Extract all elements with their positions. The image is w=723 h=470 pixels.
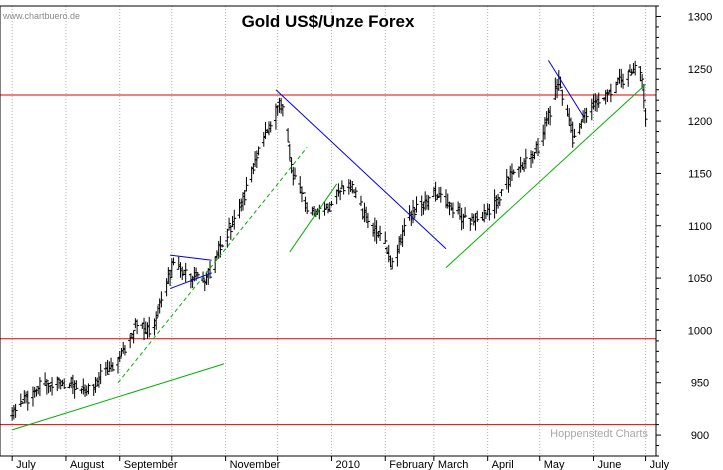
- trend-lines: [11, 60, 646, 431]
- y-tick-label: 1200: [688, 116, 712, 128]
- uptrend-line: [117, 146, 308, 384]
- y-tick-label: 1250: [688, 64, 712, 76]
- chart-title: Gold US$/Unze Forex: [242, 12, 415, 31]
- uptrend-line: [445, 84, 646, 268]
- x-tick-label: February: [389, 459, 434, 470]
- grid-lines: [11, 6, 647, 456]
- price-bars: [10, 60, 648, 421]
- y-tick-label: 1300: [688, 11, 712, 23]
- y-tick-label: 1050: [688, 273, 712, 285]
- y-tick-label: 900: [691, 430, 709, 442]
- downtrend-line: [170, 254, 212, 261]
- x-tick-label: July: [650, 459, 670, 470]
- footer-label: Hoppenstedt Charts: [550, 428, 648, 440]
- x-tick-label: April: [492, 459, 514, 470]
- x-axis: July August September November 2010 February M…: [11, 456, 670, 470]
- x-tick-label: September: [124, 459, 178, 470]
- x-tick-label: 2010: [335, 459, 359, 470]
- x-tick-label: July: [16, 459, 36, 470]
- downtrend-line: [169, 272, 212, 290]
- x-tick-label: August: [70, 459, 104, 470]
- x-tick-label: May: [544, 459, 565, 470]
- plot-frame: [0, 5, 657, 457]
- uptrend-line: [289, 183, 338, 253]
- source-label: www.chartbuero.de: [2, 11, 80, 21]
- y-axis: 900 950 1000 1050 1100 1150 1200 1250 1300: [656, 5, 712, 457]
- y-tick-label: 1000: [688, 325, 712, 337]
- y-tick-label: 1100: [688, 221, 712, 233]
- horizontal-levels: [0, 94, 656, 426]
- y-tick-label: 1150: [688, 168, 712, 180]
- y-tick-label: 950: [691, 378, 709, 390]
- x-tick-label: November: [230, 459, 281, 470]
- downtrend-line: [275, 89, 447, 250]
- uptrend-line: [11, 363, 225, 431]
- x-tick-label: March: [438, 459, 469, 470]
- x-tick-label: June: [598, 459, 622, 470]
- downtrend-line: [547, 60, 584, 117]
